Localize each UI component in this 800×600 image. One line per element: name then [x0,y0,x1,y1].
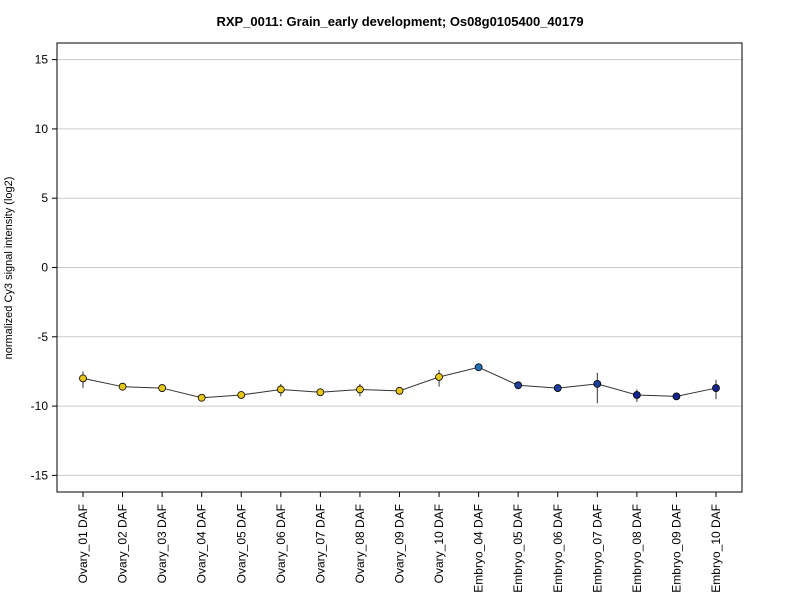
error-bars [82,365,717,404]
x-tick-label: Embryo_10 DAF [709,504,723,593]
x-tick-label: Embryo_06 DAF [551,504,565,593]
y-tick-label: 10 [35,122,49,136]
data-point [118,382,127,391]
x-tick-label: Ovary_09 DAF [393,504,407,583]
x-tick-label: Ovary_01 DAF [76,504,90,583]
x-tick-label: Ovary_06 DAF [274,504,288,583]
grid-lines [57,59,742,476]
y-tick-label: -15 [31,468,49,482]
data-point [79,374,87,383]
chart-title: RXP_0011: Grain_early development; Os08g… [216,14,583,29]
data-point [632,391,641,399]
x-tick-label: Embryo_05 DAF [511,504,525,593]
x-tick-label: Embryo_09 DAF [669,504,683,593]
y-tick-label: -10 [31,399,49,413]
x-tick-label: Ovary_07 DAF [313,504,327,583]
x-tick-label: Ovary_03 DAF [155,504,169,583]
x-tick-label: Embryo_04 DAF [472,504,486,593]
x-axis-ticks: Ovary_01 DAF Ovary_02 DAF Ovary_03 DAF Ovar… [76,492,723,593]
x-tick-label: Ovary_05 DAF [234,504,248,583]
data-point [474,363,483,372]
y-tick-label: 15 [35,53,49,67]
x-tick-label: Embryo_07 DAF [590,504,604,593]
data-point [514,381,523,390]
y-tick-label: 5 [41,191,48,205]
data-point [593,380,602,388]
x-tick-label: Ovary_02 DAF [116,504,130,583]
plot-frame [56,42,743,493]
y-axis-ticks: -15 -10 -5 0 5 10 15 [31,53,57,482]
data-point [672,392,681,401]
data-point [435,373,443,381]
x-tick-label: Ovary_10 DAF [432,504,446,583]
data-point [158,384,167,392]
x-tick-label: Ovary_04 DAF [195,504,209,583]
x-tick-label: Ovary_08 DAF [353,504,367,583]
data-point [712,384,720,392]
y-tick-label: -5 [37,330,48,344]
data-point [197,393,206,402]
y-axis-label: normalized Cy3 signal intensity (log2) [3,177,15,360]
data-point [276,385,285,394]
data-point [395,386,404,395]
data-point [237,391,246,399]
data-points [79,363,720,402]
data-point [553,384,562,392]
data-point [356,385,364,394]
x-tick-label: Embryo_08 DAF [630,504,644,593]
y-tick-label: 0 [41,261,48,275]
data-point [316,388,325,397]
